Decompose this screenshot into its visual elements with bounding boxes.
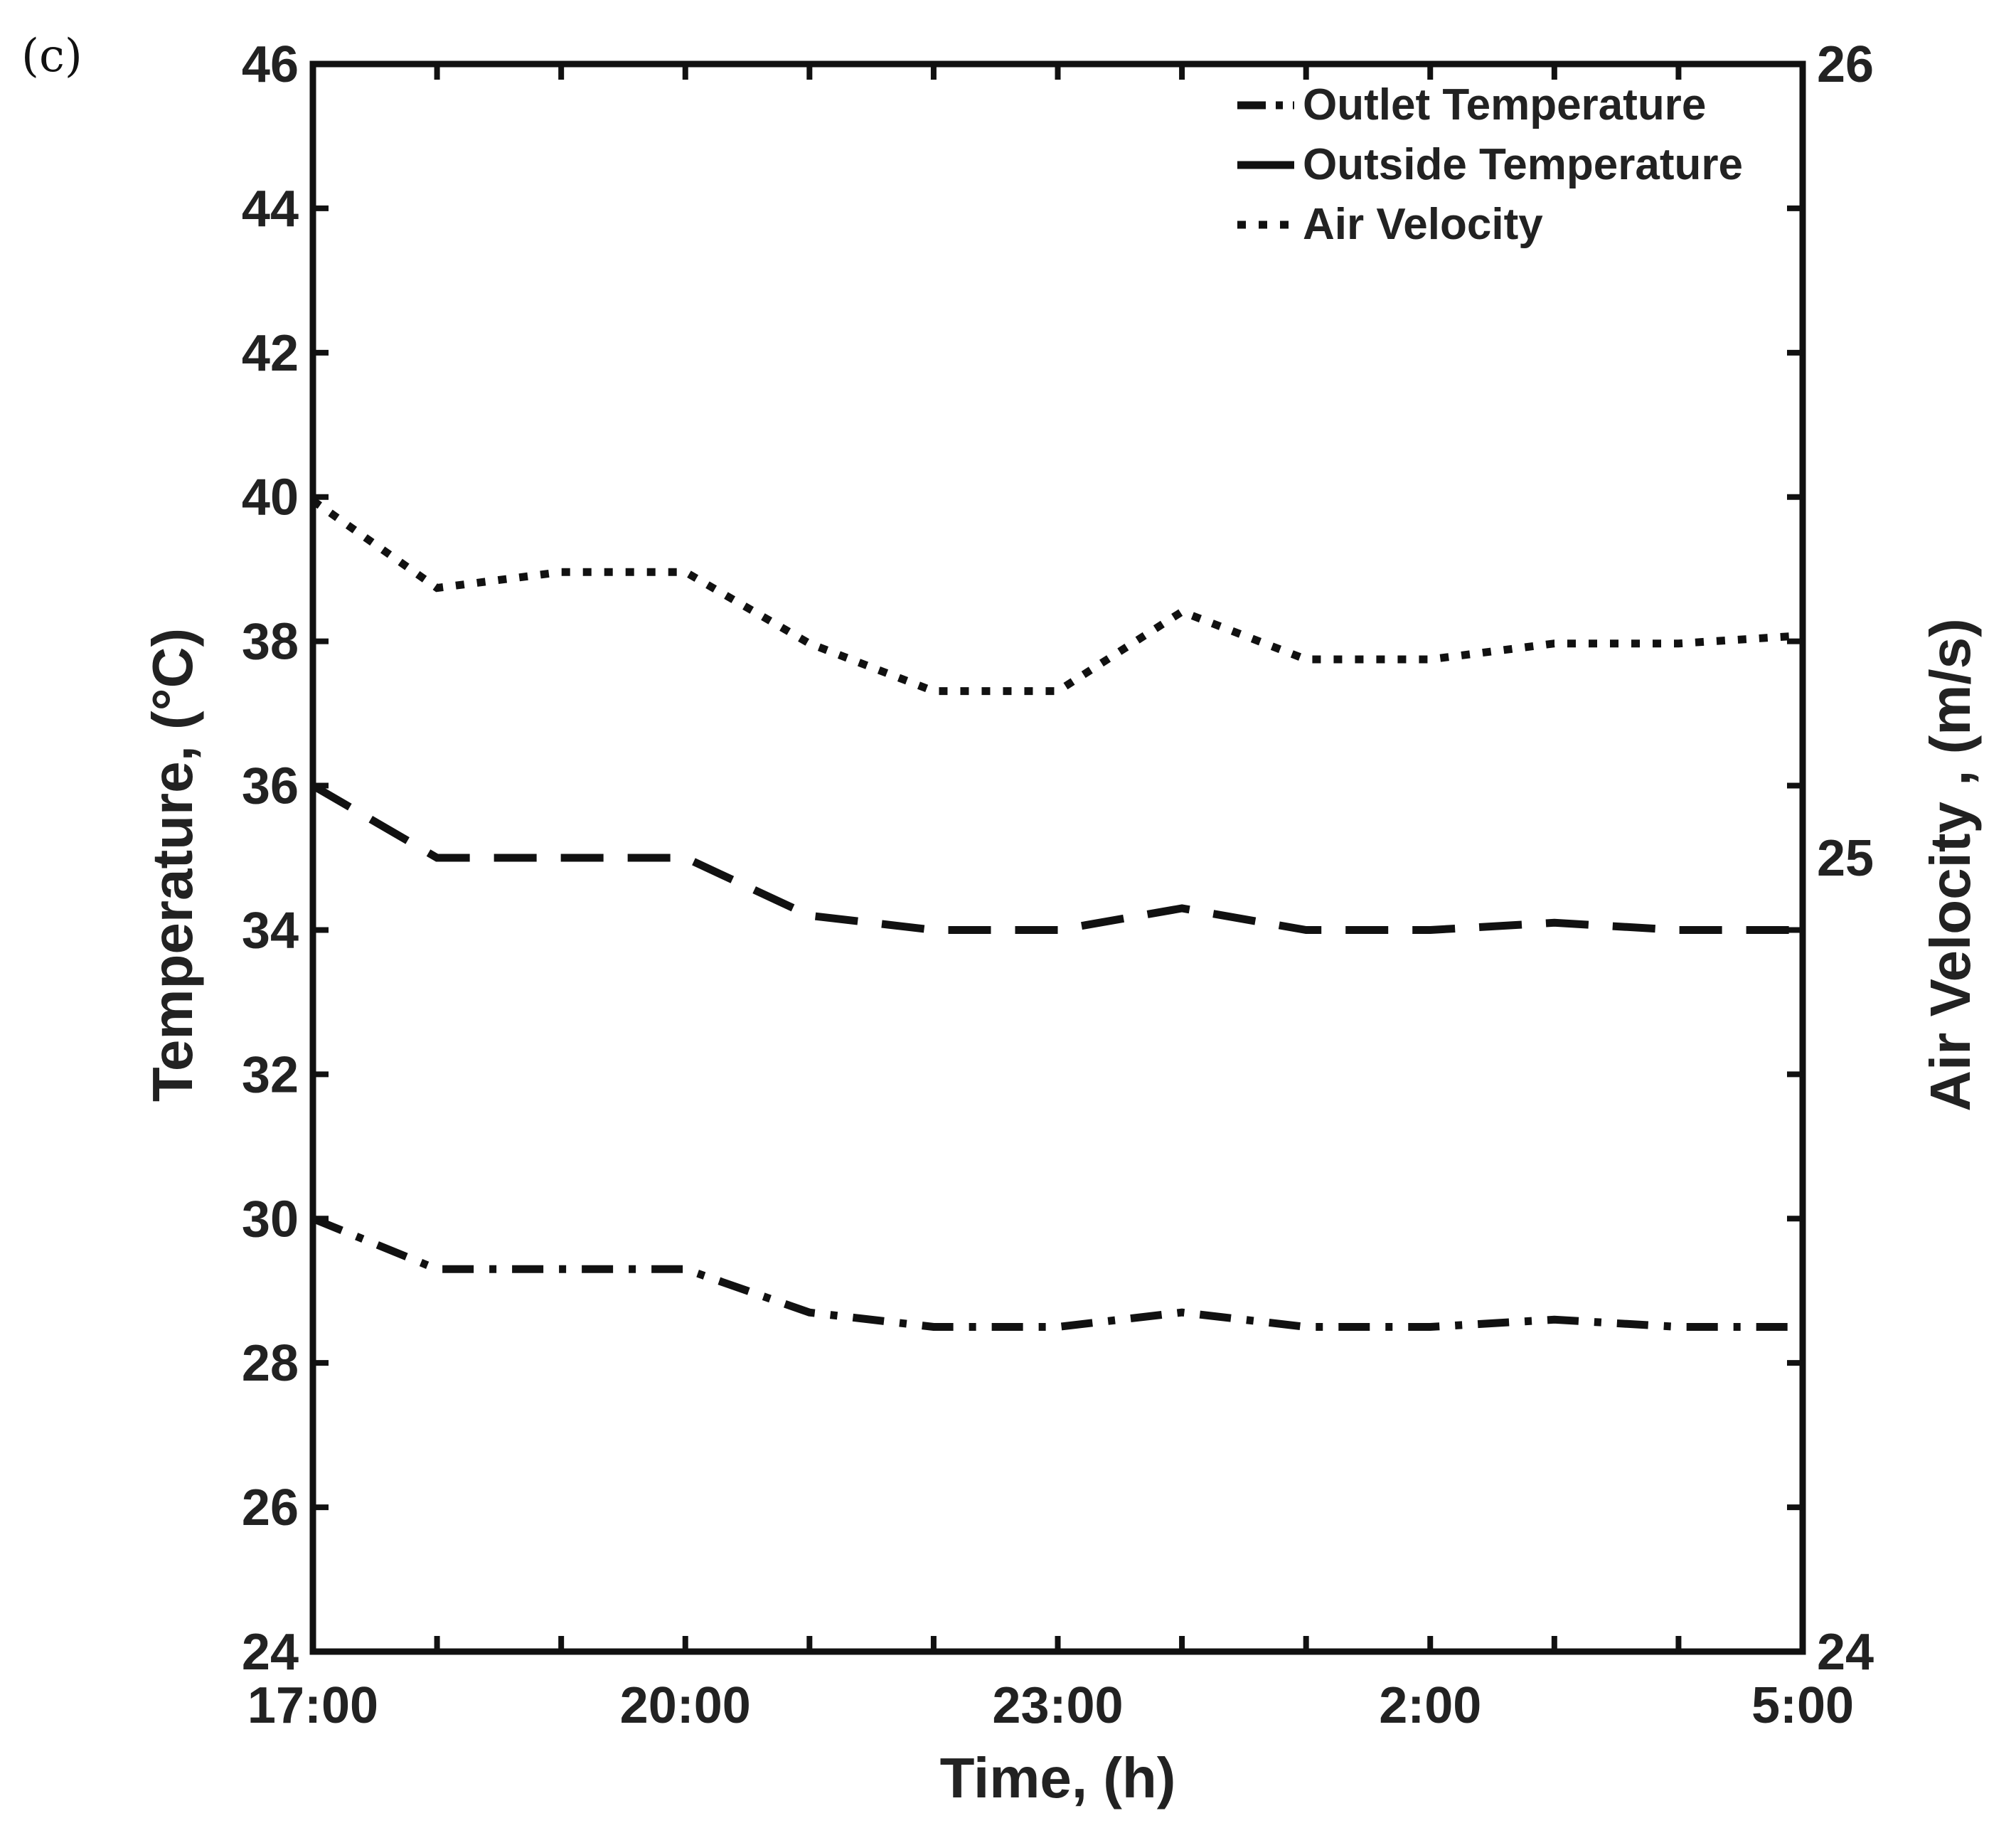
series-line-air-velocity [310, 497, 1803, 696]
series-layer [310, 497, 1803, 1331]
series-line-outside-temperature [311, 782, 1803, 934]
y-tick-label: 34 [242, 902, 299, 959]
y-tick-label: 44 [242, 181, 299, 238]
x-tick-label: 5:00 [1751, 1677, 1854, 1734]
y-tick-label: 26 [242, 1479, 299, 1536]
legend-entry: Outside Temperature [1303, 140, 1743, 189]
x-tick-label: 17:00 [247, 1677, 378, 1734]
x-axis-title: Time, (h) [940, 1746, 1176, 1810]
y-tick-label: 40 [242, 469, 299, 526]
x-tick-label: 20:00 [620, 1677, 751, 1734]
legend-entry: Outlet Temperature [1303, 80, 1706, 129]
series-line-outlet-temperature [311, 1215, 1803, 1331]
y-tick-label: 46 [242, 36, 299, 93]
y-axis-title: Temperature, (°C) [141, 628, 204, 1102]
y-tick-label: 42 [242, 325, 299, 382]
x-tick-label: 2:00 [1379, 1677, 1481, 1734]
panel-label: (c) [21, 30, 82, 83]
legend-entry: Air Velocity [1303, 200, 1543, 249]
y-tick-label: 32 [242, 1046, 299, 1103]
y-tick-label: 38 [242, 614, 299, 671]
ticks-layer: 17:00 20:00 23:00 2:00 5:0024262830323436384… [242, 36, 1874, 1734]
x-tick-label: 23:00 [992, 1677, 1123, 1734]
y-tick-label: 24 [242, 1624, 299, 1681]
y-tick-label: 36 [242, 758, 299, 815]
y-tick-label: 30 [242, 1191, 299, 1248]
y2-tick-label: 25 [1817, 830, 1874, 887]
legend: Outlet Temperature Outside Temperature Air… [1237, 80, 1743, 249]
y2-tick-label: 24 [1817, 1624, 1874, 1681]
y-tick-label: 28 [242, 1335, 299, 1392]
y2-axis-title: Air Velocity , (m/s) [1919, 618, 1982, 1112]
y2-tick-label: 26 [1817, 36, 1874, 93]
